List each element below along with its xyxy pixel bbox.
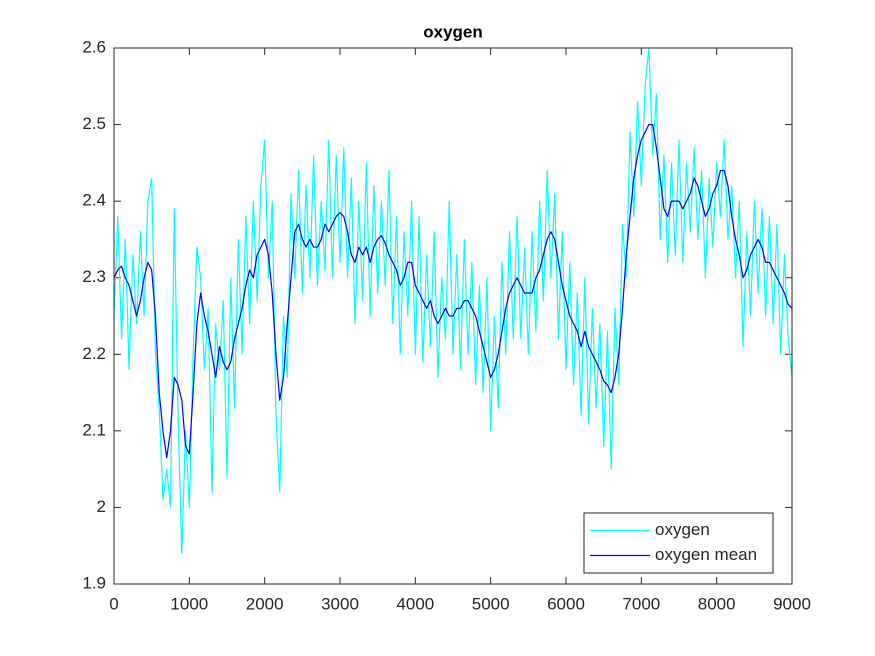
chart-title: oxygen — [423, 22, 483, 41]
x-tick-label: 2000 — [246, 594, 284, 613]
y-tick-label: 2.2 — [82, 344, 106, 363]
y-tick-label: 2 — [97, 497, 106, 516]
y-tick-label: 2.1 — [82, 420, 106, 439]
x-tick-label: 1000 — [170, 594, 208, 613]
x-tick-label: 4000 — [396, 594, 434, 613]
x-tick-label: 8000 — [698, 594, 736, 613]
y-tick-label: 1.9 — [82, 573, 106, 592]
x-tick-label: 9000 — [773, 594, 811, 613]
legend-label: oxygen — [655, 520, 710, 539]
legend-box — [583, 512, 774, 574]
x-tick-label: 3000 — [321, 594, 359, 613]
x-tick-label: 0 — [109, 594, 118, 613]
legend: oxygen oxygen mean — [583, 512, 774, 574]
axes-box — [113, 47, 793, 585]
data-line — [113, 123, 793, 459]
x-tick-label: 5000 — [472, 594, 510, 613]
y-tick-label: 2.6 — [82, 37, 106, 56]
x-tick-label: 6000 — [547, 594, 585, 613]
data-line — [113, 47, 793, 554]
y-tick-label: 2.5 — [82, 114, 106, 133]
y-tick-label: 2.3 — [82, 267, 106, 286]
x-tick-label: 7000 — [622, 594, 660, 613]
y-tick-label: 2.4 — [82, 191, 106, 210]
legend-label: oxygen mean — [655, 545, 757, 564]
